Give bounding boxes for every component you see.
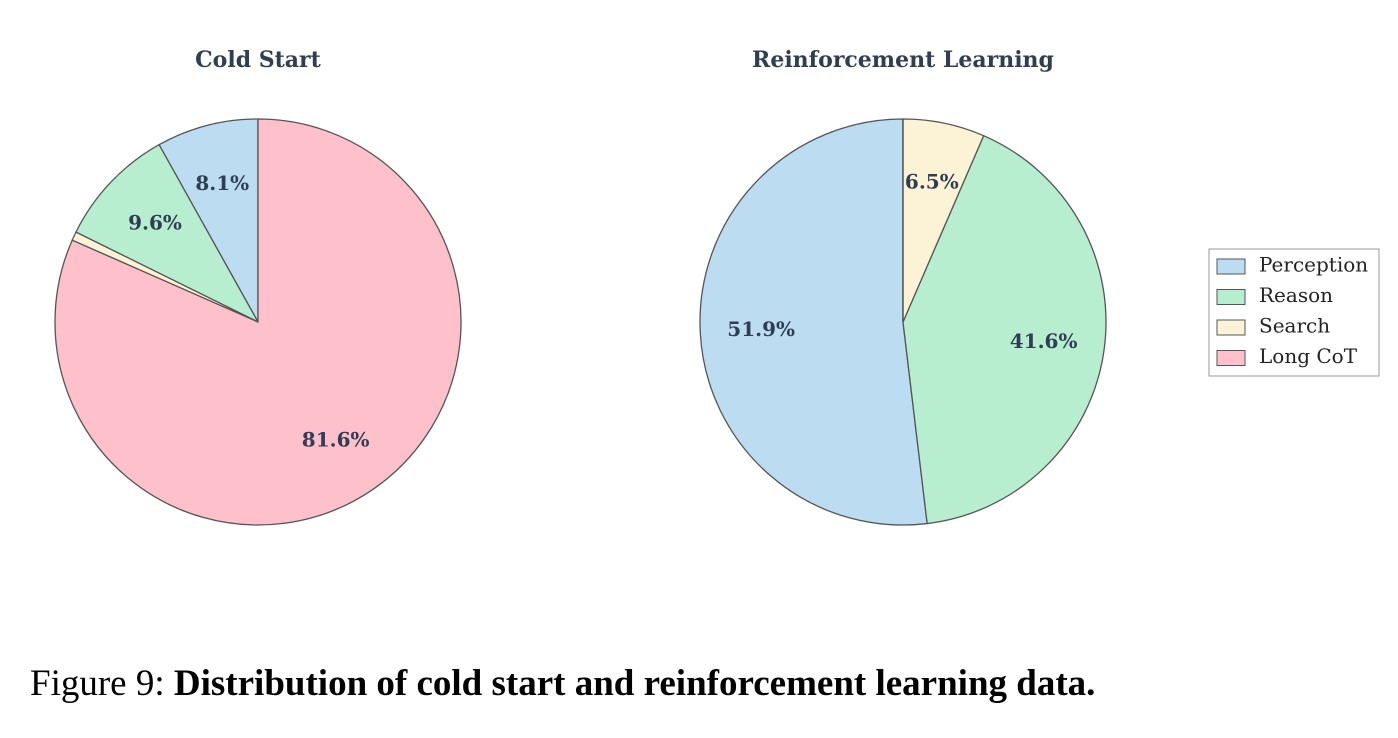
- legend-swatch: [1216, 289, 1246, 305]
- pie-slice: [902, 134, 1107, 525]
- chart-title: Cold Start: [195, 47, 321, 73]
- caption-text: Distribution of cold start and reinforce…: [173, 663, 1096, 704]
- chart: Cold Start 8.1% 9.6% 81.6% Reinforcement Lea…: [54, 47, 1380, 526]
- slice-label: 6.5%: [905, 169, 959, 193]
- slice-label: 8.1%: [195, 171, 249, 195]
- legend-swatch: [1216, 319, 1246, 336]
- legend-swatch: [1216, 350, 1246, 366]
- pie-slice: [699, 118, 928, 526]
- legend-label: Long CoT: [1259, 344, 1358, 368]
- chart-title: Reinforcement Learning: [752, 47, 1054, 73]
- legend-label: Search: [1259, 314, 1330, 338]
- caption-label: Figure 9:: [30, 663, 165, 704]
- legend-label: Reason: [1259, 283, 1333, 307]
- legend-label: Perception: [1259, 253, 1368, 277]
- slice-label: 51.9%: [727, 317, 795, 341]
- slice-label: 41.6%: [1010, 329, 1078, 353]
- caption: Figure 9: Distribution of cold start and…: [30, 662, 1095, 705]
- slice-label: 81.6%: [302, 428, 370, 452]
- pie-slice: [158, 118, 259, 325]
- slice-label: 9.6%: [128, 211, 182, 235]
- pie-slice: [54, 118, 462, 526]
- legend-swatch: [1216, 258, 1246, 275]
- pie-slice: [75, 143, 260, 324]
